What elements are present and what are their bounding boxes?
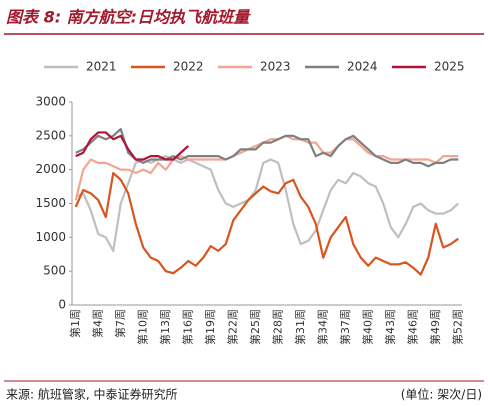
legend-label: 2021 xyxy=(86,60,117,74)
x-tick-label: 第49周 xyxy=(428,309,442,345)
y-tick-label: 2000 xyxy=(35,162,66,176)
series-line xyxy=(75,155,459,252)
legend-label: 2025 xyxy=(434,60,465,74)
x-tick-label: 第1周 xyxy=(68,309,82,338)
y-tick-label: 3000 xyxy=(35,95,66,109)
series-line xyxy=(74,171,459,276)
y-tick-label: 500 xyxy=(43,264,66,278)
legend-label: 2022 xyxy=(173,60,204,74)
y-tick-label: 1500 xyxy=(35,196,66,210)
x-tick-label: 第22周 xyxy=(225,309,239,345)
chart-title: 图表 8: 南方航空:日均执飞航班量 xyxy=(6,8,251,27)
y-tick-label: 1000 xyxy=(35,230,66,244)
source: 来源: 航班管家, 中泰证券研究所 xyxy=(6,387,178,402)
x-tick-label: 第16周 xyxy=(180,309,194,345)
x-tick-label: 第37周 xyxy=(338,309,352,345)
x-tick-label: 第7周 xyxy=(113,309,127,338)
x-tick-label: 第34周 xyxy=(315,309,329,345)
x-tick-label: 第10周 xyxy=(135,309,149,345)
x-tick-label: 第19周 xyxy=(203,309,217,345)
x-tick-label: 第43周 xyxy=(383,309,397,345)
y-tick-label: 0 xyxy=(58,298,66,312)
series-line xyxy=(75,127,459,168)
series-line xyxy=(74,134,459,201)
legend-label: 2023 xyxy=(260,60,291,74)
series-line xyxy=(75,131,189,161)
x-tick-label: 第31周 xyxy=(293,309,307,345)
x-tick-label: 第28周 xyxy=(270,309,284,345)
x-tick-label: 第46周 xyxy=(405,309,419,345)
y-tick-label: 2500 xyxy=(35,128,66,142)
x-tick-label: 第52周 xyxy=(450,309,464,345)
unit: (单位: 架次/日) xyxy=(401,387,482,402)
x-tick-label: 第25周 xyxy=(248,309,262,345)
x-tick-label: 第13周 xyxy=(158,309,172,345)
x-tick-label: 第4周 xyxy=(90,309,104,338)
x-tick-label: 第40周 xyxy=(360,309,374,345)
legend-label: 2024 xyxy=(347,60,378,74)
